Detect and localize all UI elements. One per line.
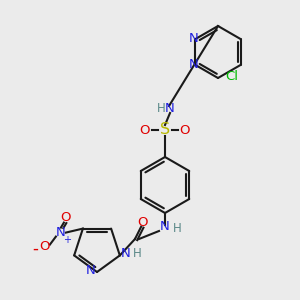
Text: O: O: [138, 217, 148, 230]
Text: S: S: [160, 122, 170, 137]
Text: N: N: [121, 247, 131, 260]
Text: N: N: [86, 265, 96, 278]
Text: N: N: [165, 101, 175, 115]
Text: O: O: [61, 211, 71, 224]
Text: -: -: [32, 240, 38, 258]
Text: O: O: [140, 124, 150, 136]
Text: Cl: Cl: [226, 70, 238, 83]
Text: H: H: [172, 221, 182, 235]
Text: H: H: [157, 101, 165, 115]
Text: H: H: [133, 247, 141, 260]
Text: N: N: [189, 32, 198, 46]
Text: N: N: [189, 58, 198, 71]
Text: N: N: [160, 220, 170, 233]
Text: O: O: [40, 240, 50, 253]
Text: O: O: [180, 124, 190, 136]
Text: N: N: [56, 226, 66, 239]
Text: +: +: [63, 235, 71, 244]
